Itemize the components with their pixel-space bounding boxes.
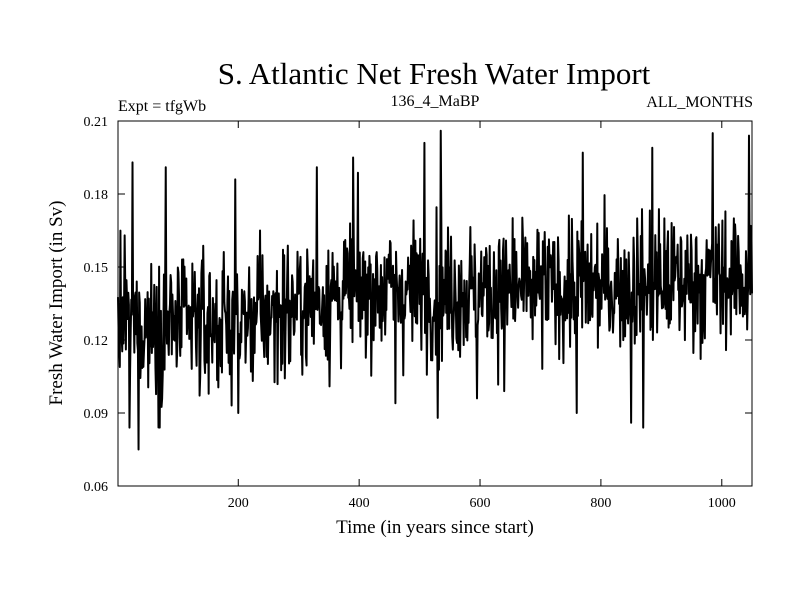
chart-title: S. Atlantic Net Fresh Water Import: [218, 56, 651, 91]
period-label: ALL_MONTHS: [646, 94, 753, 111]
plot-area: [117, 120, 753, 487]
y-axis: 0.06 0.09 0.12 0.15 0.18 0.21: [84, 115, 752, 495]
x-tick-label: 600: [470, 496, 491, 511]
run-label: 136_4_MaBP: [391, 93, 480, 110]
x-tick-label: 1000: [708, 496, 736, 511]
y-tick-label: 0.21: [84, 115, 109, 130]
series-line: [117, 129, 753, 451]
expt-label: Expt = tfgWb: [118, 98, 206, 115]
x-tick-label: 200: [228, 496, 249, 511]
y-tick-label: 0.06: [84, 480, 109, 495]
x-tick-label: 800: [590, 496, 611, 511]
plot-frame: [117, 120, 753, 487]
y-axis-label: Fresh Water Import (in Sv): [46, 201, 67, 406]
y-tick-label: 0.18: [84, 188, 109, 203]
y-tick-label: 0.12: [84, 334, 109, 349]
y-tick-label: 0.09: [84, 407, 109, 422]
x-axis: 200 400 600 800 1000: [228, 121, 736, 511]
y-tick-label: 0.15: [84, 261, 109, 276]
x-axis-label: Time (in years since start): [336, 517, 534, 538]
x-tick-label: 400: [349, 496, 370, 511]
